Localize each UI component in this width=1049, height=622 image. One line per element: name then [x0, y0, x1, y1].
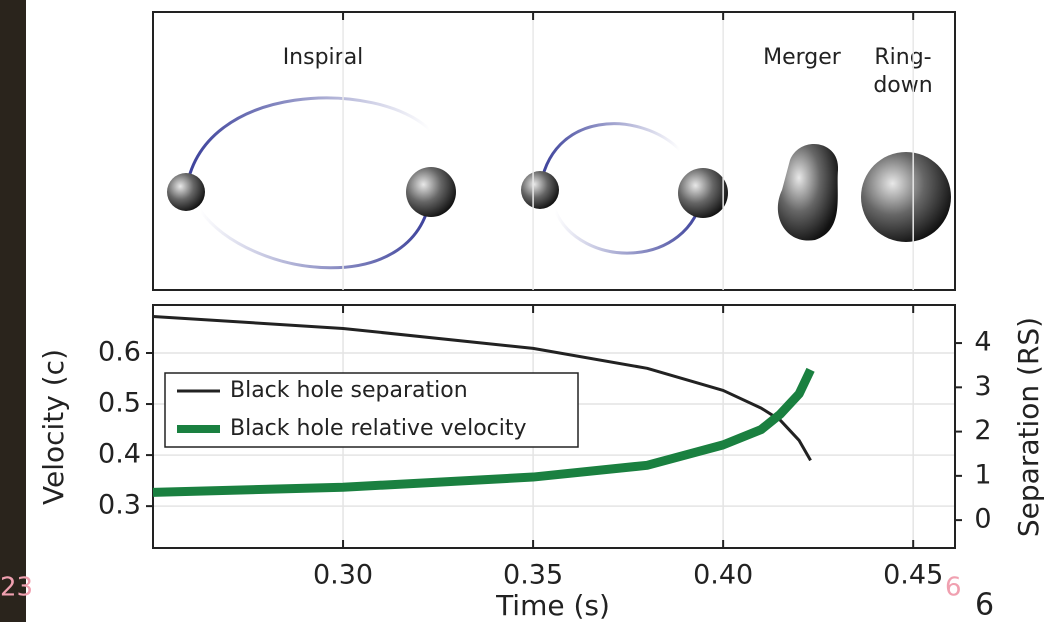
legend-label: Black hole relative velocity [230, 416, 527, 441]
background-strip [0, 0, 26, 622]
y2-tick-label: 1 [974, 459, 991, 490]
y-axis-label: Velocity (c) [37, 349, 70, 505]
x-tick-label: 0.45 [883, 560, 943, 591]
y-tick-label: 0.4 [98, 439, 141, 470]
y-tick-label: 0.5 [98, 388, 141, 419]
series-line [152, 315, 812, 462]
page-number: 6 [975, 588, 994, 622]
page-left: 23 [0, 573, 33, 603]
panel-label: Inspiral [283, 45, 364, 70]
panel-label: Merger [763, 45, 842, 70]
panel-label: down [873, 73, 932, 98]
series-line [152, 367, 815, 497]
y2-tick-label: 2 [974, 415, 991, 446]
x-tick-label: 0.30 [313, 560, 373, 591]
legend-box [164, 372, 579, 448]
x-axis-label: Time (s) [495, 589, 610, 622]
illustration-panel: Inspiral Merger Ring- down [152, 11, 956, 291]
y-tick-label: 0.3 [98, 490, 141, 521]
y2-tick-label: 3 [974, 371, 991, 402]
page-right: 6 [945, 573, 962, 603]
y2-tick-label: 0 [974, 504, 991, 535]
x-tick-label: 0.35 [503, 560, 563, 591]
plot-frame [152, 304, 956, 549]
x-tick-label: 0.40 [693, 560, 753, 591]
y2-axis-label: Separation (RS) [1012, 317, 1045, 537]
y2-tick-label: 4 [974, 327, 991, 358]
panel-label: Ring- [874, 45, 931, 70]
y-tick-label: 0.6 [98, 336, 141, 367]
legend-label: Black hole separation [230, 378, 468, 403]
